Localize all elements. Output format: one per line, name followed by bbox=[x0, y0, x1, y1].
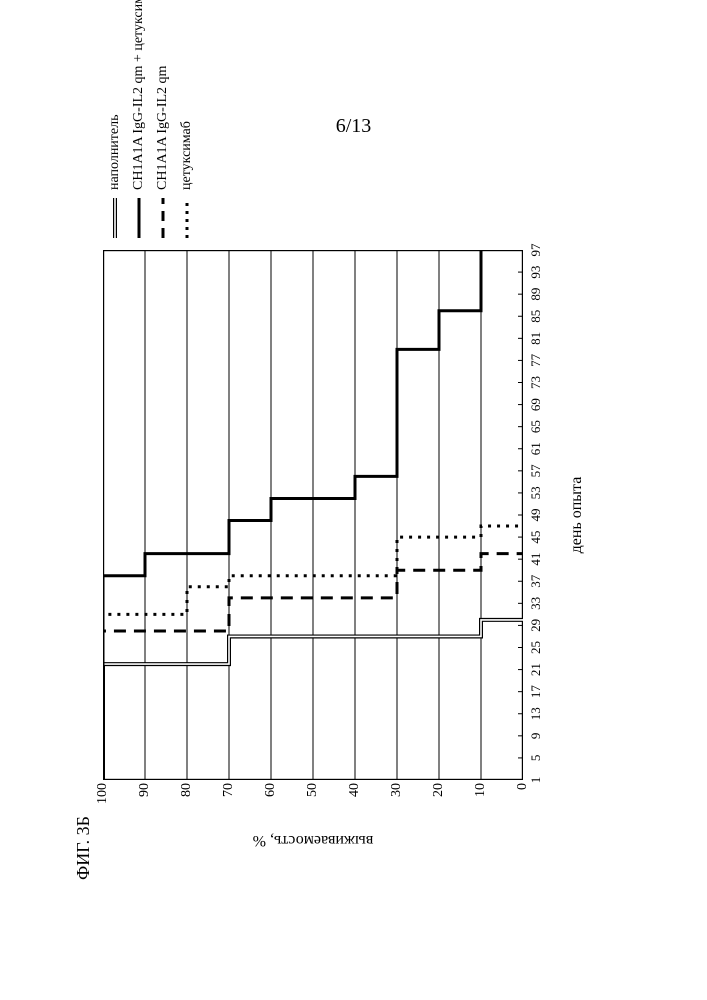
x-tick-label: 57 bbox=[528, 464, 544, 477]
legend-item: CH1A1A IgG-IL2 qm bbox=[151, 0, 175, 240]
x-tick-label: 9 bbox=[528, 733, 544, 740]
x-tick-label: 53 bbox=[528, 486, 544, 499]
y-tick-label: 60 bbox=[263, 783, 279, 818]
y-tick-label: 80 bbox=[179, 783, 195, 818]
y-ticks: 0102030405060708090100 bbox=[103, 783, 523, 818]
x-tick-label: 33 bbox=[528, 597, 544, 610]
x-tick-label: 49 bbox=[528, 509, 544, 522]
legend-item: CH1A1A IgG-IL2 qm + цетуксимаб bbox=[127, 0, 151, 240]
x-tick-label: 17 bbox=[528, 685, 544, 698]
page: 6/13 ФИГ. 3Б выживаемость, % 01020304050… bbox=[0, 0, 707, 1000]
x-tick-label: 29 bbox=[528, 619, 544, 632]
x-tick-label: 61 bbox=[528, 442, 544, 455]
legend: наполнитель CH1A1A IgG-IL2 qm + цетуксима… bbox=[103, 0, 199, 240]
y-tick-label: 10 bbox=[473, 783, 489, 818]
chart-svg bbox=[103, 250, 523, 780]
legend-label: цетуксимаб bbox=[179, 121, 195, 190]
x-tick-label: 21 bbox=[528, 663, 544, 676]
x-tick-label: 69 bbox=[528, 398, 544, 411]
x-tick-label: 25 bbox=[528, 641, 544, 654]
legend-swatch bbox=[153, 196, 173, 240]
y-tick-label: 20 bbox=[431, 783, 447, 818]
chart-plot-area bbox=[103, 250, 523, 780]
x-tick-label: 13 bbox=[528, 707, 544, 720]
x-tick-label: 85 bbox=[528, 310, 544, 323]
y-tick-label: 70 bbox=[221, 783, 237, 818]
y-tick-label: 0 bbox=[515, 783, 531, 818]
x-axis-label: день опыта bbox=[568, 477, 586, 554]
x-tick-label: 81 bbox=[528, 332, 544, 345]
y-tick-label: 100 bbox=[95, 783, 111, 818]
legend-label: CH1A1A IgG-IL2 qm + цетуксимаб bbox=[131, 0, 147, 190]
y-tick-label: 40 bbox=[347, 783, 363, 818]
x-tick-label: 97 bbox=[528, 244, 544, 257]
legend-swatch bbox=[105, 196, 125, 240]
y-tick-label: 50 bbox=[305, 783, 321, 818]
legend-label: наполнитель bbox=[107, 114, 123, 190]
legend-label: CH1A1A IgG-IL2 qm bbox=[155, 66, 171, 190]
x-tick-label: 89 bbox=[528, 288, 544, 301]
x-tick-label: 5 bbox=[528, 755, 544, 762]
legend-swatch bbox=[129, 196, 149, 240]
x-tick-label: 73 bbox=[528, 376, 544, 389]
x-tick-label: 77 bbox=[528, 354, 544, 367]
legend-swatch bbox=[177, 196, 197, 240]
x-tick-label: 41 bbox=[528, 553, 544, 566]
x-tick-label: 1 bbox=[528, 777, 544, 784]
x-ticks: 1591317212529333741454953576165697377818… bbox=[528, 250, 548, 780]
y-tick-label: 30 bbox=[389, 783, 405, 818]
legend-item: цетуксимаб bbox=[175, 0, 199, 240]
x-tick-label: 65 bbox=[528, 420, 544, 433]
figure-label: ФИГ. 3Б bbox=[73, 816, 94, 880]
figure-wrap: ФИГ. 3Б выживаемость, % 0 10 20 30 40 50 60 70 8… bbox=[73, 120, 633, 880]
y-axis-label: выживаемость, % bbox=[253, 831, 374, 849]
x-tick-label: 45 bbox=[528, 531, 544, 544]
x-tick-label: 37 bbox=[528, 575, 544, 588]
y-tick-label: 90 bbox=[137, 783, 153, 818]
x-tick-label: 93 bbox=[528, 266, 544, 279]
legend-item: наполнитель bbox=[103, 0, 127, 240]
